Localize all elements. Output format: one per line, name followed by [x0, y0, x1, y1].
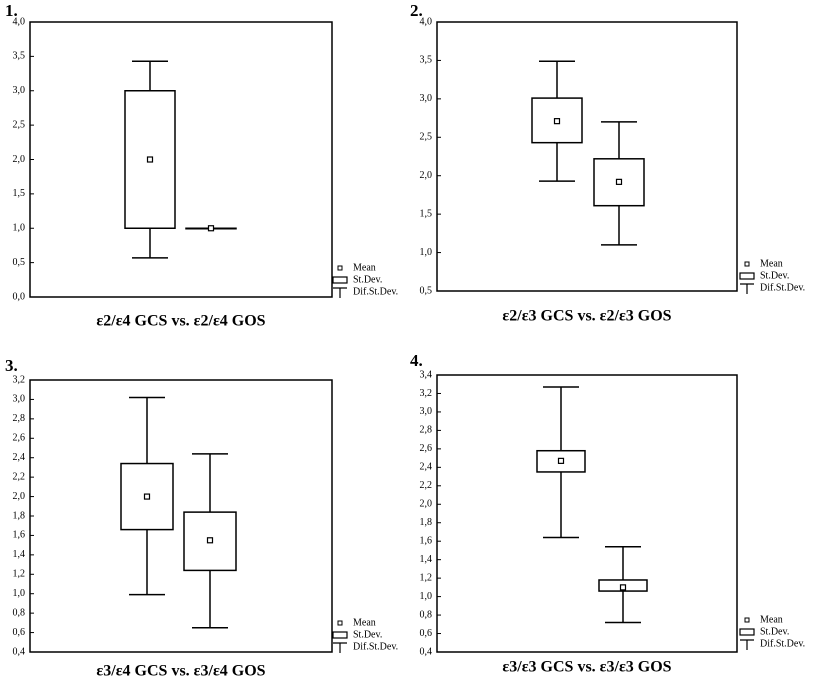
y-tick-label: 2,0	[420, 170, 433, 181]
y-tick-label: 3,4	[420, 369, 433, 380]
y-tick-label: 3,0	[420, 406, 433, 417]
y-tick-label: 0,0	[13, 291, 26, 302]
y-tick-label: 0,4	[13, 646, 26, 657]
y-tick-label: 0,4	[420, 646, 433, 657]
x-axis-label: ε3/ε3 GCS vs. ε3/ε3 GOS	[502, 659, 671, 676]
y-tick-label: 0,5	[420, 285, 433, 296]
y-tick-label: 1,2	[13, 569, 26, 580]
y-tick-label: 1,5	[13, 188, 26, 199]
legend-sd-icon	[739, 628, 755, 636]
y-tick-label: 1,0	[13, 588, 26, 599]
y-tick-label: 2,8	[420, 425, 433, 436]
y-tick-label: 1,4	[420, 554, 433, 565]
y-tick-label: 2,5	[13, 119, 26, 130]
y-tick-label: 1,0	[420, 591, 433, 602]
mean-marker	[206, 537, 214, 544]
y-tick-label: 2,4	[13, 452, 26, 463]
y-tick-label: 2,4	[420, 462, 433, 473]
legend-label: Dif.St.Dev.	[760, 282, 805, 293]
x-axis-label: ε3/ε4 GCS vs. ε3/ε4 GOS	[96, 663, 265, 680]
legend-whisker-icon	[333, 287, 347, 298]
x-axis-label: ε2/ε3 GCS vs. ε2/ε3 GOS	[502, 308, 671, 325]
y-tick-label: 3,0	[420, 93, 433, 104]
legend-whisker-icon	[740, 283, 754, 294]
legend-sd-icon	[332, 276, 348, 284]
y-tick-label: 2,2	[420, 480, 433, 491]
y-tick-label: 3,2	[13, 374, 26, 385]
plot-frame	[29, 379, 333, 653]
legend-label: Dif.St.Dev.	[353, 641, 398, 652]
legend-label: St.Dev.	[760, 270, 789, 281]
legend-label: Dif.St.Dev.	[760, 638, 805, 649]
plot-frame	[29, 21, 333, 298]
panel-title: 4.	[410, 351, 423, 370]
panel-title: 3.	[5, 356, 18, 375]
x-axis-label: ε2/ε4 GCS vs. ε2/ε4 GOS	[96, 313, 265, 330]
legend-whisker-icon	[333, 642, 347, 653]
y-tick-label: 1,8	[13, 510, 26, 521]
mean-marker	[143, 493, 151, 500]
y-tick-label: 2,8	[13, 413, 26, 424]
legend-label: Dif.St.Dev.	[353, 286, 398, 297]
y-tick-label: 3,5	[13, 51, 26, 62]
legend-sd-icon	[739, 272, 755, 280]
plot-frame	[436, 374, 738, 653]
y-tick-label: 3,2	[420, 388, 433, 399]
y-tick-label: 2,2	[13, 471, 26, 482]
mean-marker	[553, 118, 561, 125]
y-tick-label: 1,8	[420, 517, 433, 528]
y-tick-label: 1,0	[420, 247, 433, 258]
legend-label: Mean	[353, 262, 376, 273]
panel-title: 1.	[5, 1, 18, 20]
y-tick-label: 0,6	[420, 628, 433, 639]
plot-frame	[436, 21, 738, 292]
y-tick-label: 1,2	[420, 572, 433, 583]
legend-label: St.Dev.	[760, 626, 789, 637]
y-tick-label: 2,6	[420, 443, 433, 454]
y-tick-label: 3,0	[13, 85, 26, 96]
y-tick-label: 3,5	[420, 55, 433, 66]
y-tick-label: 0,8	[420, 609, 433, 620]
mean-marker	[615, 178, 623, 185]
legend-whisker-icon	[740, 639, 754, 650]
y-tick-label: 1,6	[13, 530, 26, 541]
y-tick-label: 2,0	[420, 499, 433, 510]
mean-marker	[557, 457, 565, 464]
panel-title: 2.	[410, 1, 423, 20]
legend-label: Mean	[760, 258, 783, 269]
legend-label: St.Dev.	[353, 274, 382, 285]
y-tick-label: 4,0	[420, 16, 433, 27]
legend-label: Mean	[760, 614, 783, 625]
y-tick-label: 0,5	[13, 257, 26, 268]
y-tick-label: 0,8	[13, 607, 26, 618]
y-tick-label: 2,5	[420, 132, 433, 143]
y-tick-label: 1,0	[13, 223, 26, 234]
y-tick-label: 2,0	[13, 154, 26, 165]
legend-mean-icon	[744, 617, 750, 623]
mean-marker	[619, 584, 627, 591]
y-tick-label: 4,0	[13, 16, 26, 27]
legend-mean-icon	[337, 265, 343, 271]
y-tick-label: 2,0	[13, 491, 26, 502]
y-tick-label: 1,6	[420, 535, 433, 546]
y-tick-label: 2,6	[13, 433, 26, 444]
mean-marker	[146, 156, 154, 163]
legend-mean-icon	[337, 620, 343, 626]
legend-label: St.Dev.	[353, 629, 382, 640]
y-tick-label: 3,0	[13, 394, 26, 405]
y-tick-label: 1,5	[420, 208, 433, 219]
legend-mean-icon	[744, 261, 750, 267]
y-tick-label: 1,4	[13, 549, 26, 560]
legend-label: Mean	[353, 617, 376, 628]
legend-sd-icon	[332, 631, 348, 639]
mean-marker	[207, 225, 215, 232]
y-tick-label: 0,6	[13, 627, 26, 638]
